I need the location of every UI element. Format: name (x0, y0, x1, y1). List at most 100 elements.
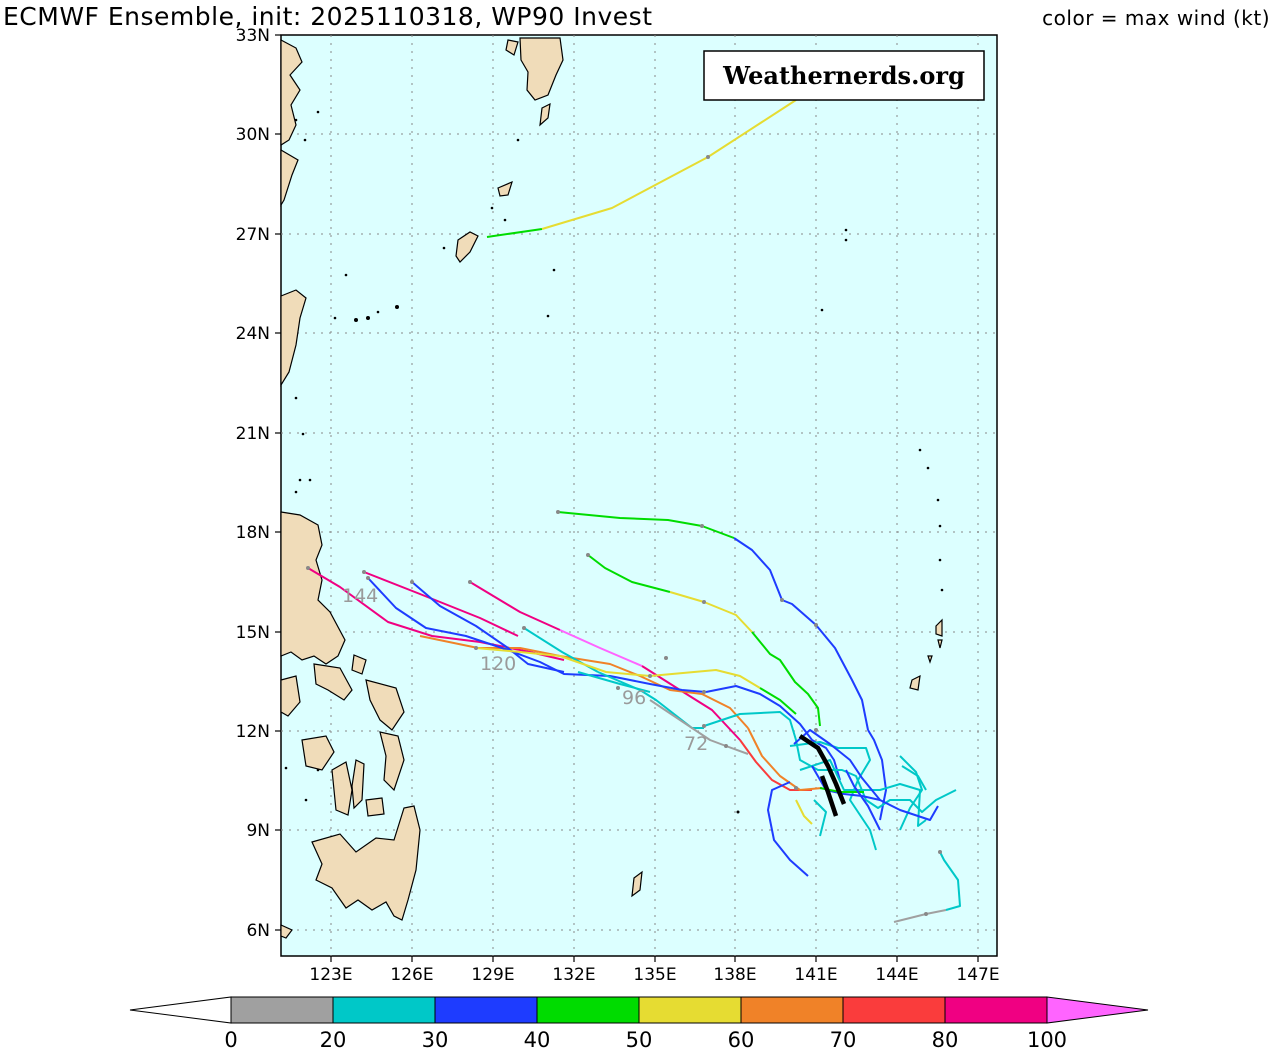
track-blue-3 (411, 581, 565, 673)
land-samar (365, 679, 405, 731)
lat-label-12n: 12N (236, 722, 270, 742)
land-catanduanes (351, 654, 367, 675)
track-blue-cluster-3 (811, 765, 881, 801)
lon-label-123e: 123E (309, 965, 352, 985)
hour-label-120: 120 (480, 653, 516, 675)
land-panay (301, 735, 335, 771)
lat-label-21n: 21N (236, 424, 270, 444)
land-shikoku-edge (505, 39, 519, 56)
track-cyan-cluster-5 (813, 799, 827, 837)
land-negros (331, 761, 353, 816)
colorbar-label-20: 20 (320, 1028, 347, 1052)
land-luzon (280, 511, 346, 665)
track-points (306, 155, 942, 916)
colorbar-segment-60-70 (740, 996, 844, 1024)
colorbar-segment-20-30 (332, 996, 436, 1024)
track-orange-1b (747, 727, 823, 791)
colorbar (129, 996, 1149, 1024)
land-kyushu (519, 37, 564, 101)
hour-label-144: 144 (342, 585, 378, 607)
colorbar-labels: 0 20 30 40 50 60 70 80 100 (224, 1028, 1067, 1052)
ocean-background (280, 34, 998, 957)
track-cyan-2 (577, 671, 651, 693)
grid-lines (281, 35, 997, 956)
lon-label-147e: 147E (956, 965, 999, 985)
track-north-yellow (541, 99, 797, 230)
land-tinian (937, 639, 943, 649)
track-cyan-cluster-3 (799, 759, 927, 827)
land-saipan (935, 618, 943, 637)
land-guam (909, 674, 921, 691)
track-yellow-cluster (795, 799, 813, 825)
land-bicol (313, 663, 353, 701)
track-magenta-3 (469, 581, 561, 631)
land-palau (631, 870, 643, 898)
ensemble-tracks (307, 99, 961, 923)
small-islands (284, 110, 944, 814)
colorbar-segment-80-100 (944, 996, 1048, 1024)
track-yellow-mid (475, 647, 761, 689)
land-tanegashima (539, 102, 551, 127)
track-cyan-1b (597, 671, 704, 729)
track-blue-2b (705, 685, 841, 781)
colorbar-label-30: 30 (422, 1028, 449, 1052)
land-leyte (379, 731, 405, 792)
track-blue-cluster-4 (845, 769, 881, 831)
land-okinawa (455, 231, 479, 263)
land-mindanao (311, 805, 421, 921)
land-china-coast-2 (280, 148, 299, 208)
colorbar-label-100: 100 (1027, 1028, 1067, 1052)
lat-ticks (275, 34, 281, 931)
track-blue-1b (867, 729, 887, 821)
track-pink-1 (559, 629, 643, 667)
hour-label-72: 72 (684, 733, 708, 755)
lon-label-135e: 135E (633, 965, 676, 985)
lat-label-27n: 27N (236, 225, 270, 245)
lon-label-141e: 141E (794, 965, 837, 985)
track-cyan-cluster-1 (703, 711, 957, 813)
lon-label-132e: 132E (552, 965, 595, 985)
colorbar-label-0: 0 (224, 1028, 237, 1052)
colorbar-label-70: 70 (830, 1028, 857, 1052)
colorbar-label-40: 40 (524, 1028, 551, 1052)
lat-label-15n: 15N (236, 623, 270, 643)
track-cyan-cluster-6 (901, 765, 927, 791)
latitude-labels: 33N 30N 27N 24N 21N 18N 15N 12N 9N 6N (236, 26, 270, 941)
land-bohol (365, 797, 385, 817)
track-cyan-se (939, 851, 961, 911)
track-red-1 (739, 739, 812, 791)
lon-label-144e: 144E (875, 965, 918, 985)
track-green-mid (759, 687, 797, 715)
track-green-2b (751, 631, 821, 727)
colorbar-left-arrow (129, 996, 232, 1024)
track-cyan-cluster-2 (789, 741, 877, 851)
lat-label-6n: 6N (246, 921, 270, 941)
track-green-2 (587, 554, 671, 593)
lon-ticks (330, 956, 979, 962)
lon-label-126e: 126E (390, 965, 433, 985)
land-sulu (280, 924, 293, 939)
colorbar-segment-0-20 (230, 996, 334, 1024)
lat-label-30n: 30N (236, 125, 270, 145)
lon-label-129e: 129E (471, 965, 514, 985)
track-blue-cluster-1 (793, 729, 939, 821)
track-green-1 (557, 511, 735, 539)
land-rota (927, 655, 933, 664)
track-observed-1 (798, 734, 847, 805)
land-mindoro (280, 675, 301, 717)
land-masses (280, 37, 943, 939)
land-china-coast (280, 39, 303, 147)
lat-label-18n: 18N (236, 523, 270, 543)
track-cyan-cluster-4 (899, 755, 923, 831)
longitude-labels: 123E 126E 129E 132E 135E 138E 141E 144E … (309, 965, 999, 985)
lat-label-33n: 33N (236, 26, 270, 46)
track-observed-2 (819, 775, 839, 817)
track-magenta-3b (641, 665, 741, 741)
track-blue-2 (367, 577, 707, 693)
track-grey-1 (649, 699, 749, 755)
lat-label-9n: 9N (246, 821, 270, 841)
track-blue-cluster-2 (767, 781, 809, 877)
land-amami (497, 180, 513, 197)
colorbar-label-60: 60 (728, 1028, 755, 1052)
